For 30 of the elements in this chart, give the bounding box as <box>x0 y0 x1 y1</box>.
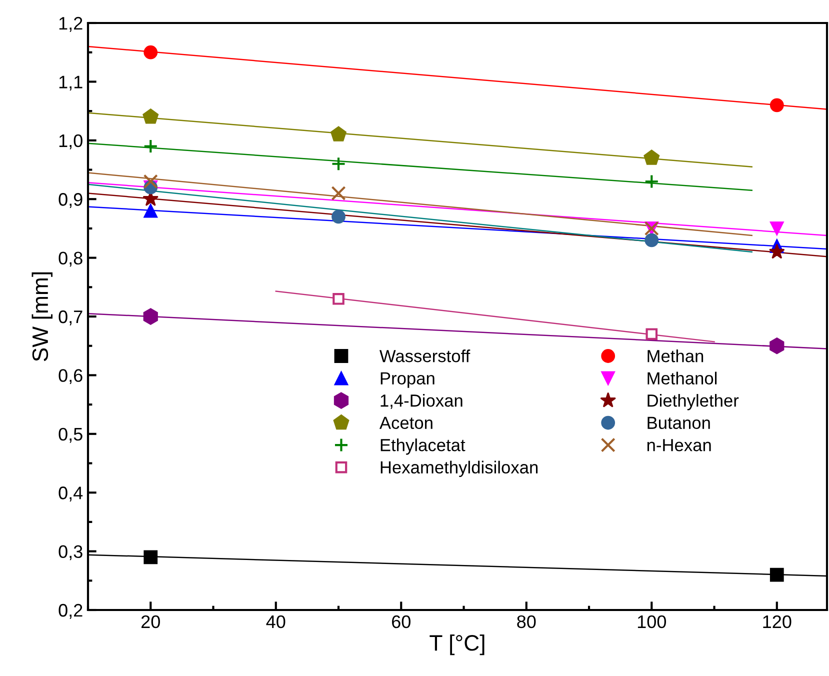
legend-label: Hexamethyldisiloxan <box>380 460 538 477</box>
y-tick-label: 0,4 <box>58 486 83 502</box>
legend-label: Wasserstoff <box>380 350 470 362</box>
x-tick-label: 20 <box>141 615 160 628</box>
y-tick-label: 0,5 <box>58 428 82 443</box>
legend-label: 1,4-Dioxan <box>380 394 462 409</box>
legend-label: Methanol <box>648 372 717 385</box>
legend-label: Methan <box>648 349 704 362</box>
y-tick-label: 0,6 <box>58 369 82 384</box>
y-tick-label: 0,3 <box>58 545 82 560</box>
y-tick-label: 1,2 <box>59 16 82 32</box>
legend-label: Aceton <box>379 416 432 430</box>
y-tick-label: 0,9 <box>58 193 82 208</box>
legend-label: n-Hexan <box>647 439 711 452</box>
y-tick-label: 0,2 <box>58 604 82 619</box>
y-tick-label: 0,8 <box>58 252 82 267</box>
legend-label: Diethylether <box>648 394 739 410</box>
legend-label: Propan <box>380 372 434 388</box>
y-tick-label: 1,1 <box>59 76 82 91</box>
y-tick-label: 1,0 <box>59 134 82 150</box>
x-tick-label: 80 <box>517 615 536 628</box>
x-tick-label: 120 <box>763 615 792 628</box>
x-tick-label: 100 <box>638 615 666 628</box>
y-tick-label: 0,7 <box>58 310 82 326</box>
legend-label: Ethylacetat <box>380 438 466 455</box>
x-tick-label: 40 <box>266 615 286 628</box>
legend-label: Butanon <box>648 416 710 430</box>
y-axis-title: SW [mm] <box>32 272 52 362</box>
x-axis-title: T [°C] <box>430 634 484 656</box>
x-tick-label: 60 <box>392 615 410 628</box>
